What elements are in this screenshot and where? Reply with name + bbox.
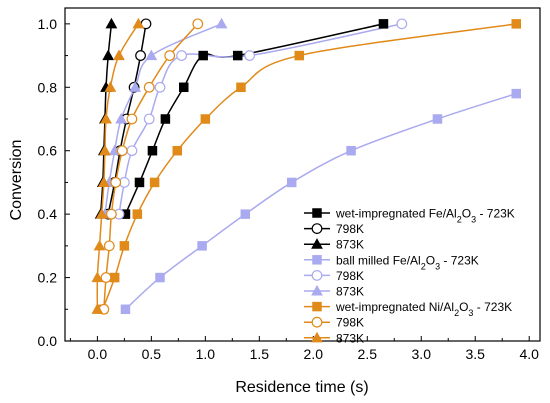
legend-entry-label: wet-impregnated Fe/Al2O3 - 723K — [335, 207, 515, 225]
data-point — [113, 49, 125, 61]
data-point — [100, 272, 112, 283]
legend-marker — [312, 255, 322, 265]
data-point — [126, 145, 138, 157]
data-point — [95, 208, 108, 219]
data-point — [232, 50, 243, 61]
legend-entry-label: 798K — [336, 269, 364, 283]
legend-entry-label: 798K — [336, 222, 364, 236]
data-point — [110, 177, 122, 188]
data-point — [294, 50, 305, 61]
legend-marker — [311, 223, 323, 235]
data-point — [215, 17, 228, 29]
legend-entry-label: 873K — [336, 238, 364, 252]
data-point — [346, 145, 356, 156]
data-point — [120, 304, 131, 315]
x-tick-label: 2.0 — [304, 346, 324, 362]
legend: wet-impregnated Fe/Al2O3 - 723K798K873Kb… — [304, 207, 515, 345]
data-point — [126, 113, 138, 125]
data-point — [172, 145, 183, 156]
data-point — [104, 81, 117, 92]
axis-ticks: 0.0 0.5 1.0 1.5 2.0 2.5 3.0 3.5 4.0 0.0 0.2 0.4 0.6 0… — [38, 16, 540, 362]
data-point — [132, 17, 145, 29]
data-point — [129, 81, 142, 92]
x-tick-label: 1.5 — [250, 346, 270, 362]
x-tick-label: 0.0 — [88, 346, 108, 362]
legend-marker — [311, 270, 323, 281]
y-tick-label: 0.4 — [38, 206, 58, 222]
series-line — [96, 23, 140, 310]
x-tick-label: 3.0 — [412, 346, 432, 362]
data-point — [143, 113, 155, 125]
data-point — [91, 303, 104, 314]
data-point — [135, 50, 146, 61]
data-point — [100, 112, 112, 124]
data-point — [511, 88, 521, 99]
x-tick-label: 3.5 — [465, 346, 485, 362]
data-point — [106, 208, 117, 220]
x-tick-label: 1.0 — [196, 346, 216, 362]
legend-marker — [311, 238, 323, 249]
data-point — [145, 49, 158, 61]
data-point — [378, 19, 389, 29]
data-point — [197, 241, 207, 251]
legend-marker — [312, 301, 322, 312]
data-point — [236, 82, 246, 93]
data-point — [198, 50, 208, 61]
x-tick-label: 0.5 — [142, 346, 162, 362]
data-point — [154, 81, 166, 93]
series-markers — [91, 17, 521, 315]
data-point — [147, 145, 158, 156]
data-point — [432, 114, 443, 124]
x-axis-title: Residence time (s) — [235, 379, 368, 396]
legend-entry-label: 873K — [336, 285, 364, 299]
data-point — [160, 114, 171, 124]
data-point — [91, 271, 104, 283]
data-point — [109, 272, 120, 283]
data-point — [192, 18, 204, 30]
data-point — [132, 209, 143, 219]
data-point — [134, 177, 145, 188]
data-point — [200, 114, 211, 124]
legend-marker — [311, 331, 323, 343]
data-point — [93, 239, 106, 251]
data-point — [103, 240, 115, 252]
legend-entry-label: wet-impregnated Ni/Al2O3 - 723K — [335, 300, 512, 318]
plot-area-border — [64, 7, 541, 342]
data-point — [149, 177, 160, 188]
legend-marker — [311, 284, 323, 296]
y-tick-label: 0.8 — [38, 79, 58, 95]
data-point — [116, 145, 128, 157]
data-point — [99, 144, 111, 156]
data-point — [155, 272, 165, 283]
data-point — [511, 19, 521, 29]
data-point — [143, 81, 155, 93]
data-point — [286, 177, 297, 188]
legend-entry-label: 873K — [336, 331, 364, 345]
x-tick-label: 2.5 — [358, 346, 378, 362]
data-point — [115, 112, 128, 124]
legend-marker — [312, 208, 322, 218]
data-point — [179, 82, 189, 93]
data-point — [102, 49, 115, 61]
data-point — [176, 50, 187, 61]
data-point — [97, 176, 110, 187]
y-tick-label: 0.2 — [38, 270, 58, 286]
data-point — [119, 241, 130, 251]
data-point — [105, 17, 118, 29]
legend-entry-label: 798K — [336, 316, 364, 330]
y-tick-label: 0.0 — [38, 333, 58, 349]
legend-marker — [311, 316, 323, 328]
legend-entry-label: ball milled Fe/Al2O3 - 723K — [336, 253, 479, 271]
data-point — [164, 50, 176, 61]
data-point — [396, 18, 408, 30]
data-point — [240, 209, 251, 219]
y-tick-label: 1.0 — [38, 16, 58, 32]
y-axis-title: Conversion — [8, 140, 25, 221]
plot-frame — [64, 7, 541, 342]
y-tick-label: 0.6 — [38, 143, 58, 159]
x-tick-label: 4.0 — [519, 346, 539, 362]
data-point — [244, 50, 256, 61]
series-line — [103, 23, 199, 310]
